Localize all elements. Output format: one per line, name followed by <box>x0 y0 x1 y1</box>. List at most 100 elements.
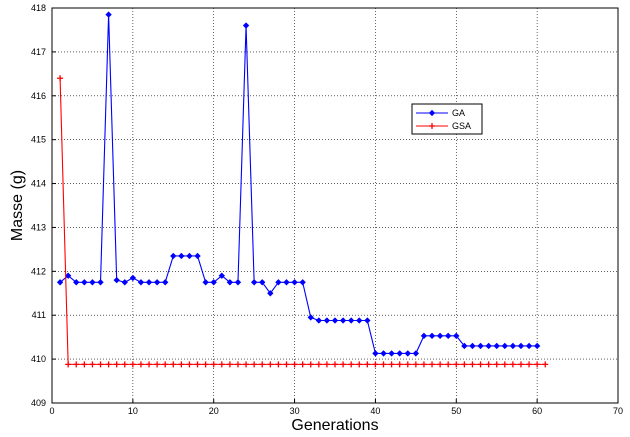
data-point-ga <box>331 317 339 324</box>
data-point-gsa <box>170 361 177 368</box>
data-point-ga <box>356 317 363 324</box>
data-point-ga <box>137 279 145 286</box>
data-point-ga <box>372 350 379 357</box>
x-tick-label: 50 <box>451 406 461 416</box>
data-point-gsa <box>534 361 541 368</box>
data-point-ga <box>412 350 420 357</box>
y-tick-label: 410 <box>31 354 46 364</box>
data-point-gsa <box>437 361 444 368</box>
data-point-ga <box>339 317 347 324</box>
data-point-gsa <box>243 361 250 368</box>
data-point-ga <box>194 252 201 260</box>
data-point-gsa <box>299 361 306 368</box>
data-point-gsa <box>97 361 104 368</box>
legend-label-gsa: GSA <box>452 121 471 131</box>
legend: GA GSA <box>411 103 483 135</box>
data-point-gsa <box>485 361 492 368</box>
data-point-ga <box>121 279 128 286</box>
data-point-gsa <box>429 361 436 368</box>
data-point-gsa <box>162 361 169 368</box>
legend-label-ga: GA <box>452 108 465 118</box>
data-point-ga <box>348 317 355 324</box>
y-tick-label: 415 <box>31 135 46 145</box>
data-point-ga <box>477 342 484 350</box>
data-point-ga <box>283 279 290 286</box>
data-point-gsa <box>105 361 112 368</box>
y-tick-label: 416 <box>31 91 46 101</box>
data-point-gsa <box>420 361 427 368</box>
legend-marker-gsa <box>429 123 435 129</box>
data-point-gsa <box>210 361 217 368</box>
data-point-ga <box>65 272 72 279</box>
data-point-gsa <box>453 361 460 368</box>
series-layer <box>56 11 549 368</box>
data-point-gsa <box>356 361 363 368</box>
data-point-gsa <box>218 361 225 368</box>
x-tick-label: 0 <box>49 406 54 416</box>
data-point-gsa <box>283 361 290 368</box>
data-point-gsa <box>81 361 88 368</box>
data-point-ga <box>202 279 209 286</box>
data-point-gsa <box>372 361 379 368</box>
series-ga <box>56 11 541 357</box>
data-point-ga <box>129 274 137 282</box>
legend-marker <box>429 123 435 129</box>
data-point-ga <box>364 317 371 324</box>
data-point-ga <box>323 317 331 324</box>
data-point-ga <box>315 317 322 324</box>
data-point-ga <box>428 332 436 340</box>
data-point-gsa <box>251 361 258 368</box>
data-point-ga <box>113 276 120 284</box>
data-point-gsa <box>129 361 136 368</box>
data-point-ga <box>307 314 314 321</box>
data-point-gsa <box>291 361 298 368</box>
data-point-gsa <box>469 361 476 368</box>
data-point-ga <box>250 279 258 286</box>
data-point-ga <box>73 279 80 286</box>
data-point-ga <box>445 332 452 340</box>
data-point-gsa <box>146 361 153 368</box>
data-point-ga <box>404 350 411 357</box>
data-point-ga <box>461 342 468 350</box>
data-point-gsa <box>332 361 338 368</box>
legend-marker-ga <box>428 109 436 117</box>
data-point-gsa <box>493 361 500 368</box>
data-point-ga <box>396 350 403 357</box>
data-point-ga <box>218 272 225 279</box>
data-point-gsa <box>57 75 64 82</box>
data-point-gsa <box>73 361 80 368</box>
data-point-gsa <box>461 361 468 368</box>
data-point-gsa <box>202 361 209 368</box>
data-point-gsa <box>340 361 347 368</box>
x-tick-label: 10 <box>128 406 138 416</box>
data-point-ga <box>162 279 169 286</box>
data-point-ga <box>517 342 525 350</box>
plot-frame <box>51 7 619 404</box>
data-point-gsa <box>388 361 395 368</box>
data-point-ga <box>525 342 533 350</box>
data-point-ga <box>275 279 282 286</box>
data-point-gsa <box>396 361 403 368</box>
data-point-gsa <box>412 361 419 368</box>
data-point-gsa <box>445 361 452 368</box>
y-tick-label: 413 <box>31 222 46 232</box>
data-point-gsa <box>275 361 282 368</box>
data-point-gsa <box>501 361 508 368</box>
data-point-gsa <box>526 361 533 368</box>
data-point-ga <box>81 279 88 286</box>
data-point-ga <box>56 279 64 286</box>
data-point-gsa <box>267 361 274 368</box>
legend-entry-gsa: GSA <box>416 121 471 131</box>
data-point-gsa <box>234 361 241 368</box>
data-point-gsa <box>323 361 330 368</box>
data-point-ga <box>226 279 234 286</box>
data-point-ga <box>234 279 242 286</box>
axis-ticks: 0 10 20 30 40 50 60 70 409 410 411 412 413 414 415 416 4… <box>31 3 623 416</box>
y-tick-label: 411 <box>32 310 46 320</box>
data-point-gsa <box>259 361 266 368</box>
legend-box <box>411 103 483 135</box>
data-point-ga <box>469 342 476 350</box>
data-point-gsa <box>517 361 524 368</box>
